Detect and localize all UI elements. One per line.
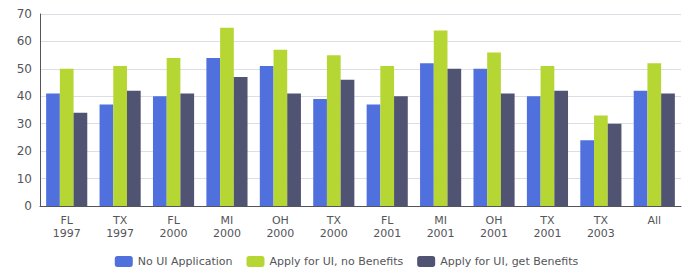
svg-text:2003: 2003 (587, 227, 615, 240)
svg-text:TX: TX (326, 214, 342, 227)
svg-text:1997: 1997 (53, 227, 81, 240)
svg-text:20: 20 (17, 144, 32, 158)
svg-text:60: 60 (17, 34, 32, 48)
svg-text:Apply for UI, get Benefits: Apply for UI, get Benefits (440, 255, 578, 268)
svg-text:2001: 2001 (480, 227, 508, 240)
svg-text:FL: FL (60, 214, 73, 227)
svg-text:TX: TX (112, 214, 128, 227)
svg-text:30: 30 (17, 117, 32, 131)
svg-text:FL: FL (381, 214, 394, 227)
svg-text:2000: 2000 (160, 227, 188, 240)
svg-text:TX: TX (539, 214, 555, 227)
svg-text:OH: OH (272, 214, 289, 227)
svg-text:No UI Application: No UI Application (138, 255, 233, 268)
svg-text:70: 70 (17, 7, 32, 21)
svg-text:40: 40 (17, 89, 32, 103)
svg-text:TX: TX (593, 214, 609, 227)
svg-text:2000: 2000 (320, 227, 348, 240)
svg-text:MI: MI (434, 214, 447, 227)
svg-text:2000: 2000 (213, 227, 241, 240)
svg-text:Apply for UI, no Benefits: Apply for UI, no Benefits (269, 255, 403, 268)
svg-text:All: All (647, 214, 661, 227)
svg-text:2001: 2001 (373, 227, 401, 240)
svg-text:2001: 2001 (427, 227, 455, 240)
svg-text:OH: OH (486, 214, 503, 227)
svg-text:2000: 2000 (266, 227, 294, 240)
svg-text:1997: 1997 (106, 227, 134, 240)
svg-text:10: 10 (17, 172, 32, 186)
svg-text:50: 50 (17, 62, 32, 76)
svg-text:MI: MI (221, 214, 234, 227)
svg-text:2001: 2001 (533, 227, 561, 240)
svg-text:FL: FL (167, 214, 180, 227)
svg-text:0: 0 (24, 199, 32, 213)
